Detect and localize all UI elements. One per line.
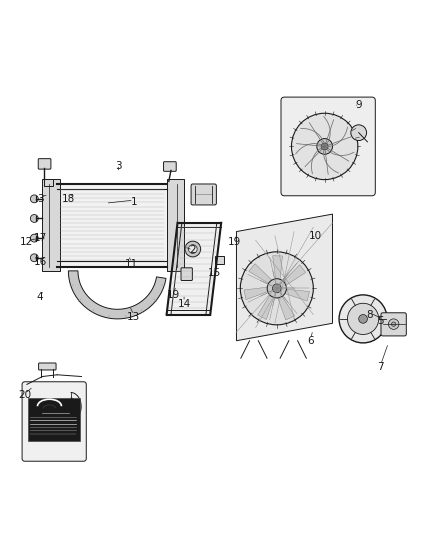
- FancyBboxPatch shape: [44, 179, 53, 185]
- Polygon shape: [277, 265, 306, 288]
- Text: 18: 18: [62, 194, 75, 204]
- Circle shape: [185, 241, 201, 257]
- Text: 17: 17: [33, 233, 46, 243]
- Text: 3: 3: [37, 194, 43, 204]
- Polygon shape: [249, 264, 277, 288]
- Text: 15: 15: [208, 268, 221, 278]
- Polygon shape: [258, 288, 277, 319]
- Circle shape: [291, 113, 358, 180]
- Circle shape: [30, 195, 38, 203]
- FancyBboxPatch shape: [191, 184, 216, 205]
- Circle shape: [347, 303, 379, 335]
- FancyBboxPatch shape: [181, 268, 192, 280]
- FancyBboxPatch shape: [215, 256, 224, 264]
- FancyBboxPatch shape: [381, 313, 406, 336]
- Text: 7: 7: [377, 362, 384, 372]
- Polygon shape: [277, 288, 310, 301]
- Text: 2: 2: [190, 245, 196, 255]
- Text: 4: 4: [37, 292, 43, 302]
- Text: 5: 5: [377, 316, 384, 326]
- Circle shape: [339, 295, 387, 343]
- Text: 20: 20: [18, 390, 31, 400]
- Text: 13: 13: [127, 312, 141, 322]
- Circle shape: [351, 125, 367, 141]
- Circle shape: [30, 234, 38, 242]
- FancyBboxPatch shape: [42, 179, 60, 271]
- Text: 12: 12: [20, 238, 34, 247]
- Circle shape: [389, 319, 399, 329]
- FancyBboxPatch shape: [22, 382, 86, 461]
- Polygon shape: [166, 223, 221, 314]
- Text: 19: 19: [228, 238, 241, 247]
- FancyBboxPatch shape: [166, 179, 184, 271]
- Polygon shape: [237, 214, 332, 341]
- Text: 9: 9: [355, 100, 362, 110]
- Text: 1: 1: [131, 197, 137, 207]
- Circle shape: [272, 284, 281, 293]
- Text: 19: 19: [166, 290, 180, 300]
- Circle shape: [321, 143, 328, 150]
- Text: 6: 6: [307, 336, 314, 346]
- Text: 14: 14: [177, 298, 191, 309]
- Text: 3: 3: [115, 161, 122, 171]
- Polygon shape: [68, 271, 166, 319]
- FancyBboxPatch shape: [163, 161, 176, 171]
- Circle shape: [317, 139, 332, 154]
- Circle shape: [188, 245, 197, 253]
- Text: 16: 16: [33, 257, 46, 267]
- Polygon shape: [244, 286, 277, 300]
- Circle shape: [30, 215, 38, 222]
- Circle shape: [267, 279, 286, 298]
- Text: 11: 11: [125, 260, 138, 269]
- Polygon shape: [276, 288, 295, 320]
- Text: 10: 10: [308, 231, 321, 241]
- FancyBboxPatch shape: [57, 183, 166, 266]
- Circle shape: [30, 254, 38, 262]
- Circle shape: [392, 322, 396, 326]
- Text: 8: 8: [366, 310, 373, 319]
- FancyBboxPatch shape: [39, 363, 56, 370]
- FancyBboxPatch shape: [281, 97, 375, 196]
- FancyBboxPatch shape: [28, 398, 80, 441]
- Circle shape: [240, 252, 313, 325]
- Circle shape: [359, 314, 367, 323]
- Polygon shape: [272, 256, 283, 288]
- FancyBboxPatch shape: [38, 159, 51, 169]
